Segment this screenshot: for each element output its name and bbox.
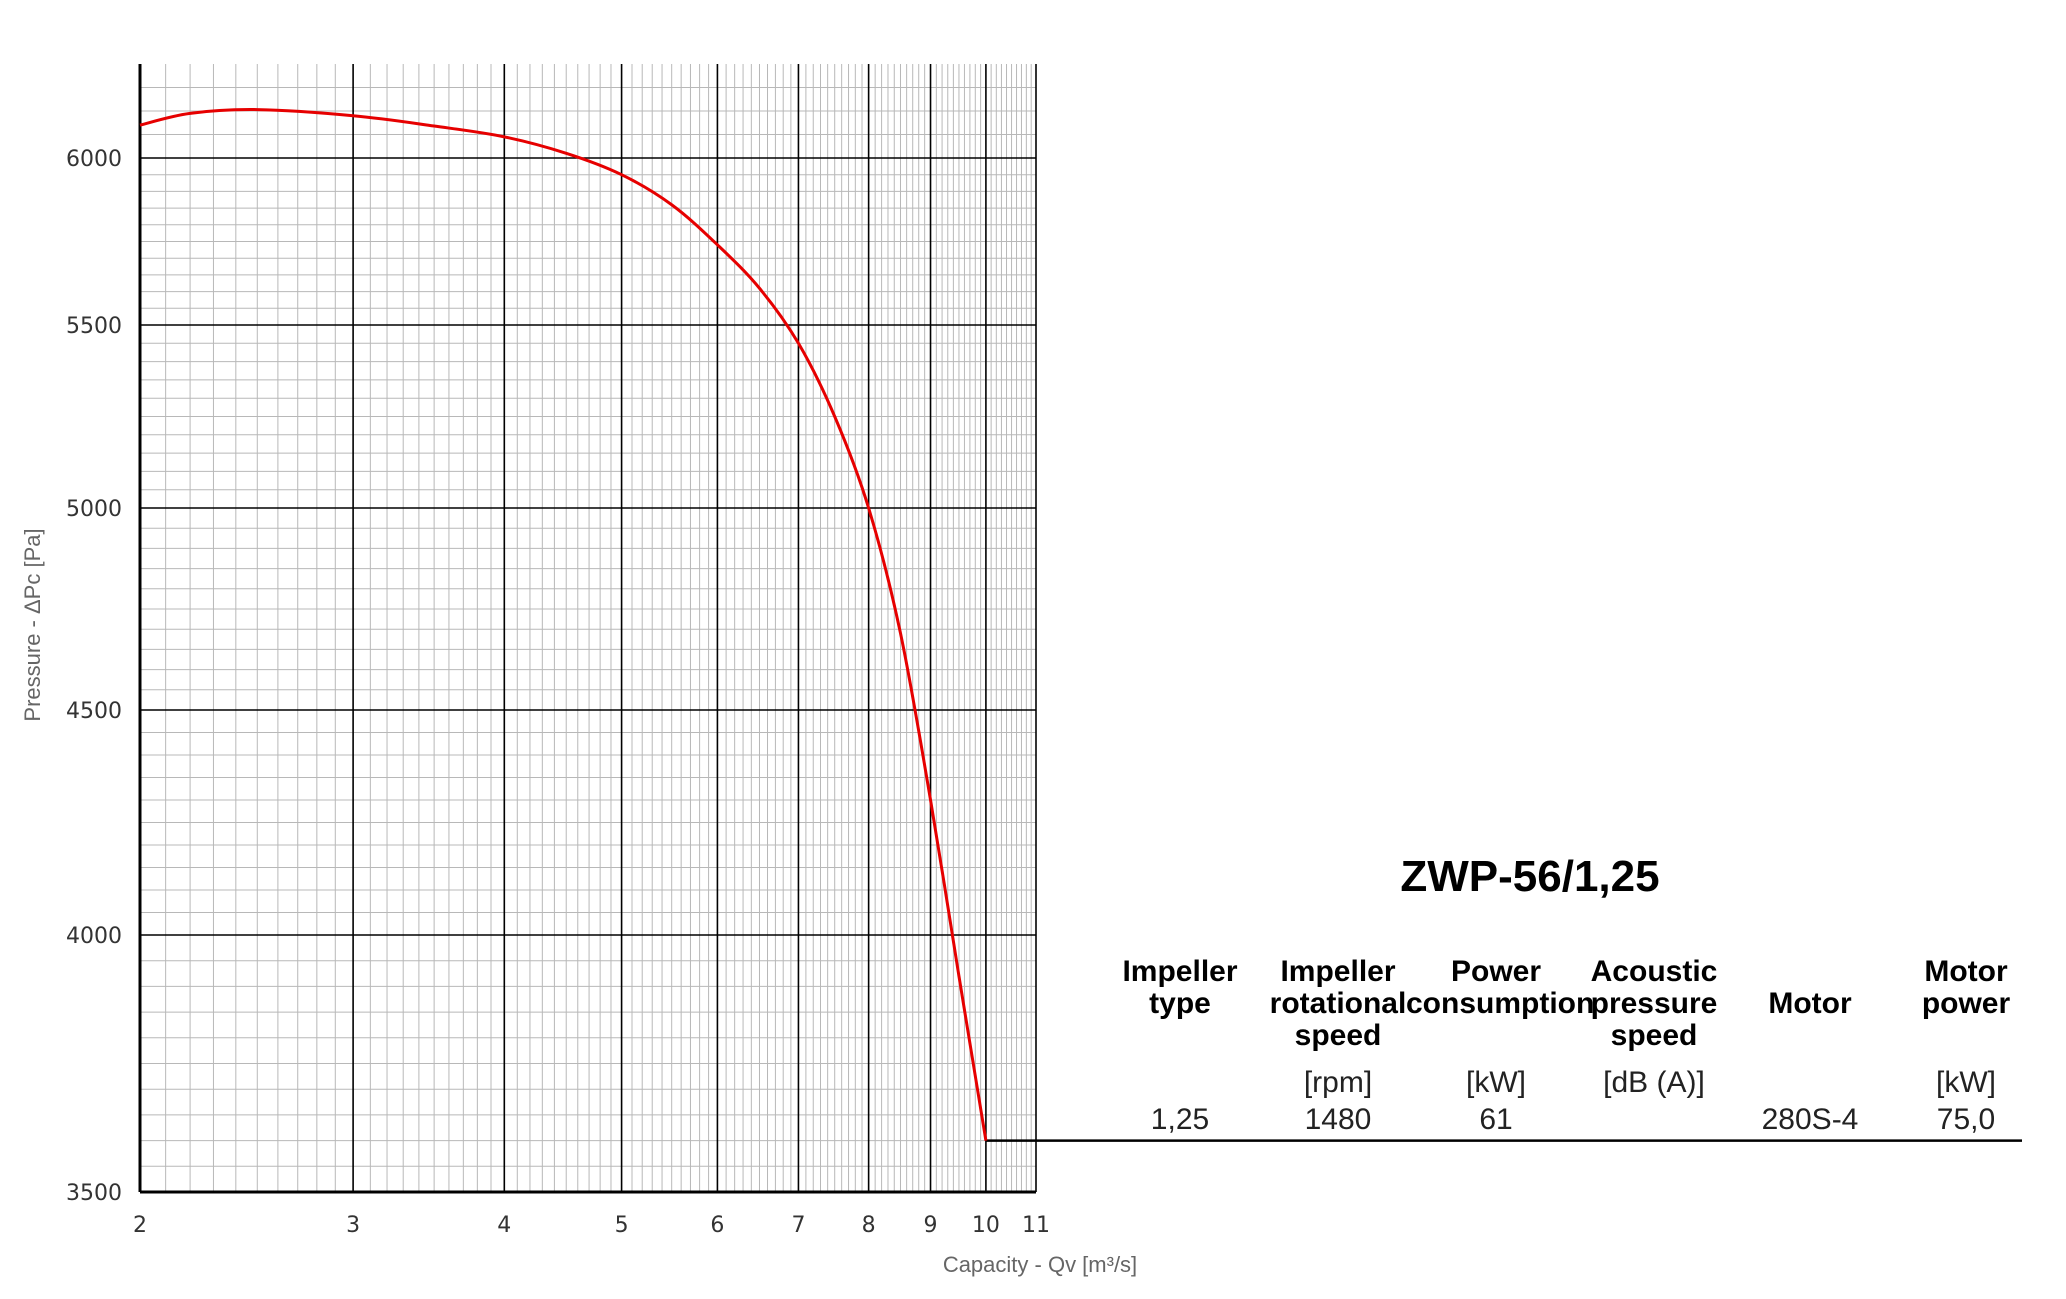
- spec-column-value: 1,25: [1150, 1103, 1210, 1136]
- spec-header-line: rotational: [1269, 987, 1407, 1020]
- spec-column-value: 1480: [1304, 1103, 1372, 1136]
- spec-header-line: Impeller: [1122, 955, 1238, 988]
- spec-column-header: Acoustic pressure speed: [1564, 956, 1744, 1052]
- x-tick-label: 3: [346, 1213, 360, 1238]
- spec-header-line: Impeller: [1280, 955, 1396, 988]
- spec-header-line: Acoustic: [1590, 955, 1718, 988]
- spec-header-line: power: [1921, 987, 2011, 1020]
- spec-column-unit: [kW]: [1466, 1066, 1526, 1099]
- x-tick-label: 9: [924, 1213, 938, 1238]
- y-tick-label: 4000: [66, 924, 122, 949]
- curve-layer: [139, 108, 988, 1141]
- spec-header-line: speed: [1294, 1019, 1382, 1052]
- y-tick-label: 3500: [66, 1181, 122, 1206]
- x-tick-label: 2: [133, 1213, 147, 1238]
- spec-header-line: Power: [1450, 955, 1542, 988]
- spec-column-unit: [rpm]: [1303, 1066, 1373, 1099]
- spec-column-unit: [kW]: [1936, 1066, 1996, 1099]
- spec-column-value: 61: [1479, 1103, 1513, 1136]
- spec-column-value: 75,0: [1936, 1103, 1996, 1136]
- y-tick-label: 4500: [66, 699, 122, 724]
- x-axis-title: Capacity - Qv [m³/s]: [943, 1252, 1137, 1277]
- y-axis-title: Pressure - ΔPc [Pa]: [20, 528, 45, 721]
- spec-column-value: 280S-4: [1761, 1103, 1859, 1136]
- spec-column-header: Motor: [1720, 988, 1900, 1020]
- y-tick-label: 5500: [66, 314, 122, 339]
- spec-column-unit: [dB (A)]: [1603, 1066, 1705, 1099]
- model-title: ZWP-56/1,25: [1400, 852, 1660, 901]
- x-tick-label: 10: [972, 1213, 1000, 1238]
- spec-column-header: Impeller type: [1090, 956, 1270, 1020]
- x-tick-label: 7: [791, 1213, 805, 1238]
- spec-header-line: Motor: [1768, 987, 1852, 1020]
- x-tick-label: 4: [497, 1213, 511, 1238]
- x-tick-label: 6: [710, 1213, 724, 1238]
- spec-header-line: speed: [1610, 1019, 1698, 1052]
- x-tick-label: 11: [1022, 1213, 1050, 1238]
- y-tick-label: 5000: [66, 497, 122, 522]
- x-tick-label: 5: [615, 1213, 629, 1238]
- pressure-curve: [139, 108, 988, 1141]
- spec-header-line: pressure: [1590, 987, 1718, 1020]
- spec-header-line: type: [1149, 987, 1211, 1020]
- minor-grid: [140, 64, 1036, 1192]
- spec-column-header: Impeller rotational speed: [1248, 956, 1428, 1052]
- y-tick-labels: 3500 4000 4500 5000 5500 6000: [66, 147, 122, 1206]
- major-grid: [139, 64, 1037, 1193]
- x-tick-labels: 2 3 4 5 6 7 8 9 10 11: [133, 1213, 1050, 1238]
- axes: [138, 64, 2022, 1194]
- spec-column-header: Power consumption: [1406, 955, 1595, 1020]
- y-tick-label: 6000: [66, 147, 122, 172]
- spec-column-header: Motor power: [1876, 956, 2056, 1020]
- spec-header-line: Motor: [1924, 955, 2008, 988]
- x-tick-label: 8: [862, 1213, 876, 1238]
- spec-header-line: consumption: [1406, 987, 1595, 1020]
